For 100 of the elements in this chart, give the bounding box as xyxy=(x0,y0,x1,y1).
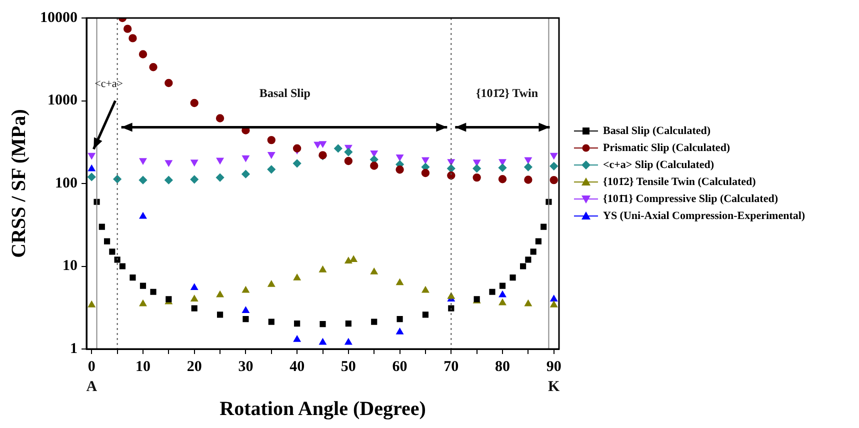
point xyxy=(216,114,224,122)
annotation: <c+a> xyxy=(94,78,124,90)
point xyxy=(190,284,198,290)
x-tick-label: 50 xyxy=(340,358,356,375)
legend-label: Basal Slip (Calculated) xyxy=(603,124,711,136)
point xyxy=(293,335,301,342)
point xyxy=(267,136,276,144)
point xyxy=(123,24,132,33)
point xyxy=(422,157,430,164)
point xyxy=(334,144,342,153)
legend-label: <c+a> Slip (Calculated) xyxy=(603,158,714,170)
point xyxy=(350,256,358,262)
point xyxy=(498,298,506,306)
point xyxy=(472,173,481,182)
point xyxy=(190,295,198,302)
point xyxy=(88,300,96,308)
point xyxy=(293,274,301,280)
x-tick-label: 0 xyxy=(88,358,96,375)
x-tick-label: 90 xyxy=(546,358,562,375)
point xyxy=(139,158,147,165)
point xyxy=(292,144,302,152)
point xyxy=(499,282,506,289)
x-tick-label: 10 xyxy=(135,358,150,375)
point xyxy=(268,318,274,325)
point xyxy=(242,306,250,314)
point xyxy=(292,159,302,168)
point xyxy=(396,278,404,286)
legend-label: {101̄2} Tensile Twin (Calculated) xyxy=(603,176,756,188)
point xyxy=(498,290,506,298)
point xyxy=(190,98,198,108)
point xyxy=(242,170,250,178)
point xyxy=(520,263,526,270)
x-tick-label: 40 xyxy=(290,358,305,375)
text: A xyxy=(86,378,98,395)
y-tick-label: 1000 xyxy=(48,92,78,109)
point xyxy=(396,166,404,174)
text: K xyxy=(548,378,560,395)
point xyxy=(525,256,532,263)
point xyxy=(320,321,326,328)
point xyxy=(88,164,96,172)
point xyxy=(216,290,224,298)
point xyxy=(242,316,249,322)
point xyxy=(294,320,300,327)
legend-label: YS (Uni-Axial Compression-Experimental) xyxy=(603,210,806,222)
point xyxy=(370,162,378,170)
point xyxy=(498,159,506,166)
point xyxy=(242,155,250,162)
point xyxy=(268,152,276,158)
point xyxy=(190,175,198,184)
y-tick-label: 10000 xyxy=(40,10,78,26)
point xyxy=(550,295,558,302)
point xyxy=(314,142,322,148)
point xyxy=(524,162,532,172)
point xyxy=(164,78,173,88)
point xyxy=(524,176,532,184)
point xyxy=(448,305,454,312)
point xyxy=(370,268,378,274)
point xyxy=(216,158,224,164)
point xyxy=(191,305,198,312)
point xyxy=(550,300,558,308)
point xyxy=(319,338,326,345)
point xyxy=(242,286,250,293)
point xyxy=(88,152,96,160)
point xyxy=(535,238,542,244)
annotation: Basal Slip xyxy=(259,86,311,100)
point xyxy=(113,175,122,184)
point xyxy=(540,224,547,230)
point xyxy=(524,157,532,164)
point xyxy=(530,248,536,255)
point xyxy=(371,318,378,325)
point xyxy=(130,274,136,281)
point xyxy=(119,263,126,270)
point xyxy=(128,34,137,42)
point xyxy=(472,164,481,173)
point xyxy=(473,160,480,166)
point xyxy=(344,257,352,264)
point xyxy=(98,224,105,230)
point xyxy=(344,156,353,166)
point xyxy=(139,212,147,219)
point xyxy=(345,320,352,327)
point xyxy=(109,248,116,255)
y-tick-label: 100 xyxy=(55,175,78,192)
point xyxy=(150,288,156,295)
point xyxy=(140,282,146,289)
point xyxy=(267,165,276,174)
point xyxy=(190,160,198,166)
point xyxy=(165,160,172,166)
point xyxy=(138,176,148,184)
x-tick-label: 80 xyxy=(495,358,510,375)
x-tick-label: 30 xyxy=(238,358,254,375)
point xyxy=(396,328,404,334)
point xyxy=(447,164,456,173)
point xyxy=(498,175,507,184)
point xyxy=(370,150,378,157)
x-tick-label: 70 xyxy=(444,358,459,375)
point xyxy=(422,286,430,293)
legend-label: {101̄1} Compressive Slip (Calculated) xyxy=(603,192,778,204)
point xyxy=(114,256,120,263)
point xyxy=(319,266,326,272)
point xyxy=(268,280,276,287)
